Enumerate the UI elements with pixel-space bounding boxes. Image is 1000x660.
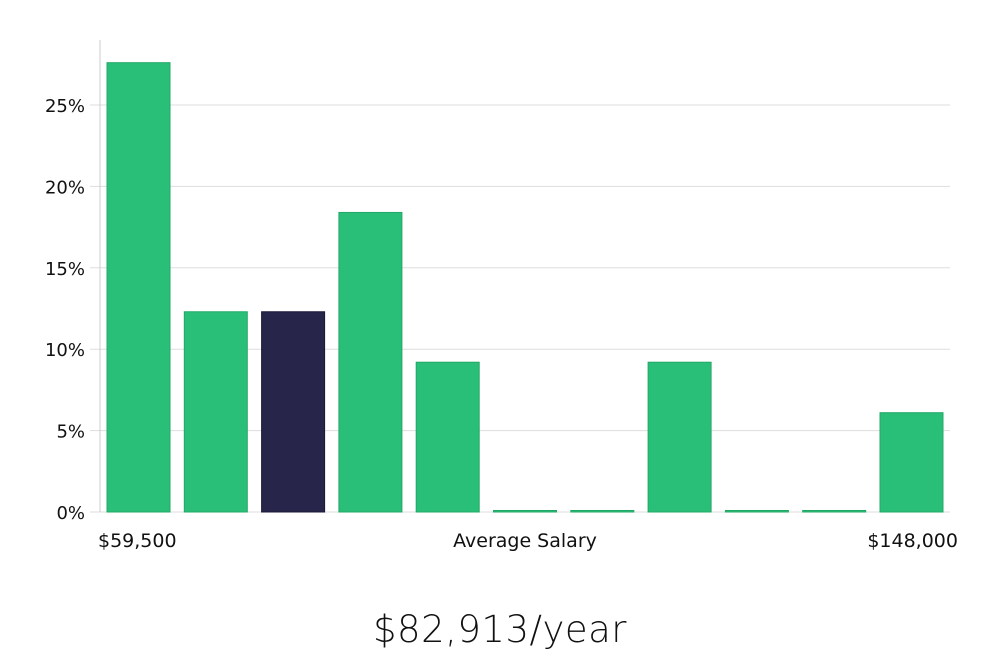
y-tick-label: 20% — [45, 177, 85, 198]
bar — [415, 361, 480, 513]
bar — [183, 311, 248, 513]
bar — [493, 510, 557, 513]
y-tick-label: 15% — [45, 259, 85, 280]
bar — [724, 510, 789, 513]
bar-highlighted — [261, 311, 326, 513]
y-tick-label: 25% — [45, 96, 85, 117]
bar — [570, 510, 635, 513]
bar — [647, 361, 712, 513]
bar — [106, 62, 171, 513]
average-salary-value: $82,913/year — [372, 608, 627, 651]
x-axis-min-label: $59,500 — [98, 530, 177, 552]
bar — [879, 412, 944, 513]
y-tick-label: 0% — [56, 503, 85, 524]
y-tick-label: 10% — [45, 340, 85, 361]
bars — [106, 62, 944, 513]
bar — [802, 510, 867, 513]
y-tick-label: 5% — [56, 422, 85, 443]
x-axis-title: Average Salary — [453, 530, 597, 552]
x-axis-max-label: $148,000 — [867, 530, 958, 552]
bar — [338, 211, 403, 513]
salary-histogram: 0%5%10%15%20%25% $59,500 Average Salary … — [45, 40, 958, 552]
y-axis-ticks: 0% 5% 10% 15% 20% 25% — [45, 96, 85, 524]
